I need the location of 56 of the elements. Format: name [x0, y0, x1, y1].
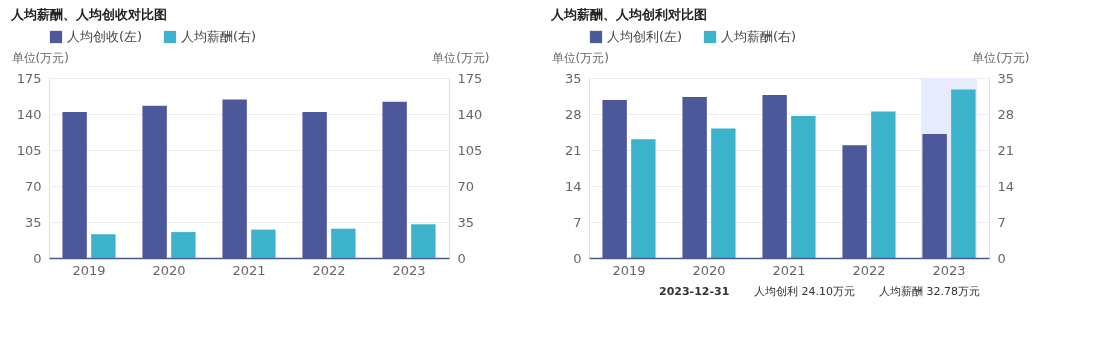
y2-tick-label: 0 — [457, 250, 466, 266]
text: 人均薪酬 32.78万元 — [879, 285, 980, 298]
y2-tick-label: 140 — [457, 106, 483, 122]
y-tick-label: 70 — [24, 178, 42, 194]
y2-tick-label: 105 — [457, 142, 483, 158]
bar — [711, 128, 736, 258]
x-tick-label: 2022 — [312, 262, 346, 278]
y2-axis-title: 单位(万元) — [972, 50, 1030, 65]
y-tick-label: 28 — [564, 106, 582, 122]
x-tick-label: 2020 — [152, 262, 186, 278]
legend-label: 人均创利(左) — [607, 29, 683, 44]
x-tick-label: 2019 — [72, 262, 106, 278]
legend-label: 人均薪酬(右) — [721, 29, 797, 44]
y-tick-label: 175 — [16, 70, 42, 86]
bar — [411, 224, 436, 258]
text: 2023-12-31 — [659, 285, 730, 298]
y2-tick-label: 0 — [997, 250, 1006, 266]
legend-label: 人均薪酬(右) — [181, 29, 257, 44]
y2-tick-label: 14 — [997, 178, 1015, 194]
y-tick-label: 14 — [564, 178, 582, 194]
y-tick-label: 140 — [16, 106, 42, 122]
chart-title: 人均薪酬、人均创收对比图 — [10, 7, 167, 22]
y2-tick-label: 21 — [997, 142, 1015, 158]
y-tick-label: 105 — [16, 142, 42, 158]
y2-tick-label: 70 — [457, 178, 475, 194]
y-axis-title: 单位(万元) — [11, 50, 69, 65]
x-tick-label: 2022 — [852, 262, 886, 278]
x-tick-label: 2023 — [392, 262, 426, 278]
legend-label: 人均创收(左) — [67, 29, 143, 44]
x-tick-label: 2021 — [772, 262, 806, 278]
x-tick-label: 2020 — [692, 262, 726, 278]
text: 人均创利 24.10万元 — [754, 285, 855, 298]
y-tick-label: 35 — [564, 70, 582, 86]
bar — [251, 229, 276, 258]
bar — [91, 234, 116, 258]
x-tick-label: 2023 — [932, 262, 966, 278]
x-tick-label: 2019 — [612, 262, 646, 278]
bar — [871, 111, 896, 258]
y2-tick-label: 175 — [457, 70, 483, 86]
chart-title: 人均薪酬、人均创利对比图 — [550, 7, 707, 22]
y2-tick-label: 35 — [457, 214, 475, 230]
y-tick-label: 0 — [33, 250, 42, 266]
bar — [631, 139, 656, 258]
bar — [791, 116, 816, 258]
bar — [331, 228, 356, 258]
y-axis-title: 单位(万元) — [551, 50, 609, 65]
y-tick-label: 7 — [573, 214, 582, 230]
y2-tick-label: 7 — [997, 214, 1006, 230]
y2-tick-label: 28 — [997, 106, 1015, 122]
y-tick-label: 21 — [564, 142, 582, 158]
y2-tick-label: 35 — [997, 70, 1015, 86]
x-tick-label: 2021 — [232, 262, 266, 278]
y-tick-label: 35 — [24, 214, 42, 230]
bar — [171, 232, 196, 258]
y2-axis-title: 单位(万元) — [432, 50, 490, 65]
y-tick-label: 0 — [573, 250, 582, 266]
